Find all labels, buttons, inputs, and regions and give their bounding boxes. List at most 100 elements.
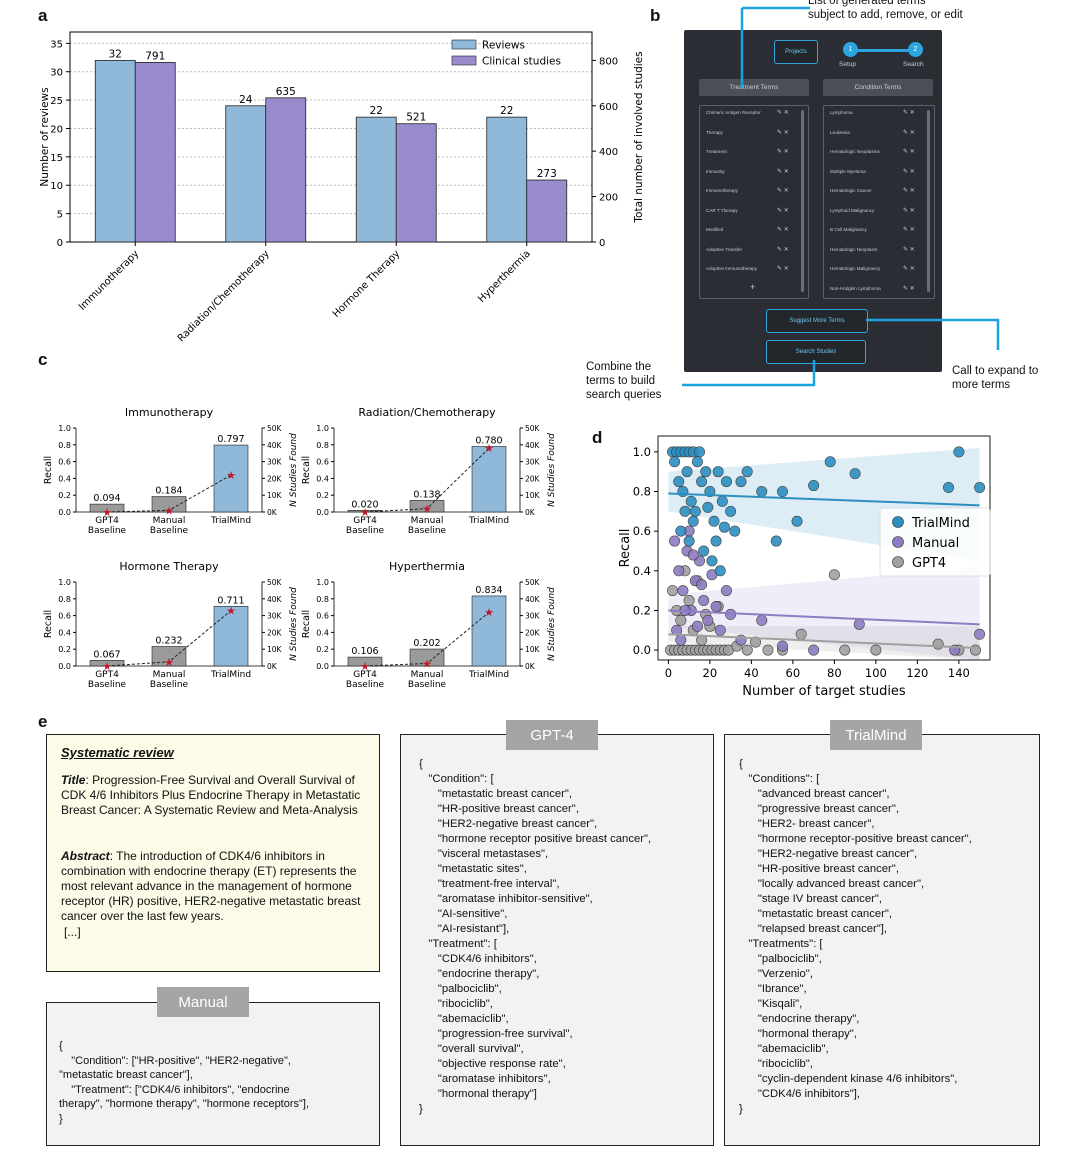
edit-delete-icons[interactable]: ✎ ✕ <box>777 129 789 136</box>
point-gpt4 <box>795 628 807 640</box>
y2-tick-label: 0K <box>267 508 278 517</box>
point-manual <box>675 634 687 646</box>
recall-bar <box>409 648 445 667</box>
y-tick-label: 0.8 <box>58 441 71 450</box>
condition-term: Hematologic Cancer <box>830 188 872 193</box>
callout-top-line-1: List of generated terms <box>808 0 926 7</box>
condition-term: Leukemia <box>830 129 850 135</box>
edit-delete-icons[interactable]: ✎ ✕ <box>777 266 789 272</box>
edit-delete-icons[interactable]: ✎ ✕ <box>777 110 789 116</box>
trialmind-box: { "Conditions": [ "advanced breast cance… <box>724 734 1040 1146</box>
studies-found-line <box>364 447 490 513</box>
condition-term: Lymphoma <box>830 110 853 115</box>
y-tick-label: 25 <box>50 96 63 107</box>
edit-delete-icons[interactable]: ✎ ✕ <box>903 129 915 136</box>
recall-value-label: 0.184 <box>155 486 182 497</box>
gpt4-code: { "Condition": [ "metastatic breast canc… <box>419 758 652 1115</box>
edit-delete-icons[interactable]: ✎ ✕ <box>903 227 915 233</box>
step-1-dot[interactable]: 1 <box>843 42 858 57</box>
edit-delete-icons[interactable]: ✎ ✕ <box>903 285 915 292</box>
y-tick-label: 0.4 <box>633 564 651 578</box>
x-tick-label: Hyperthermia <box>476 248 533 305</box>
y2-tick-label: 50K <box>525 578 541 587</box>
edit-delete-icons[interactable]: ✎ ✕ <box>903 207 915 214</box>
treatment-term: Adoptive Immunotherapy <box>706 266 758 271</box>
condition-terms-list: Lymphoma ✎ ✕ Leukemia ✎ ✕ Hematologic Neopla… <box>823 105 935 299</box>
point-trialmind <box>714 565 726 577</box>
point-trialmind <box>687 515 699 527</box>
plot-frame <box>69 31 593 243</box>
recall-value-label: 0.834 <box>475 585 502 596</box>
y2-tick-label: 10K <box>267 491 283 500</box>
studies-found-star: ★ <box>226 469 236 482</box>
recall-value-label: 0.020 <box>351 499 378 510</box>
y-tick-label: 0.4 <box>58 628 71 637</box>
studies-found-star: ★ <box>484 442 494 455</box>
condition-scrollbar[interactable] <box>927 110 930 292</box>
y-tick-label: 0.4 <box>316 628 329 637</box>
add-term-button[interactable]: + <box>750 282 756 292</box>
y2-tick-label: 10K <box>267 645 283 654</box>
gpt4-box: { "Condition": [ "metastatic breast canc… <box>400 734 714 1146</box>
edit-delete-icons[interactable]: ✎ ✕ <box>777 149 789 155</box>
x-tick-label: 80 <box>827 666 842 680</box>
projects-button[interactable]: Projects <box>774 40 818 64</box>
edit-delete-icons[interactable]: ✎ ✕ <box>903 110 915 116</box>
bar-reviews <box>225 105 267 243</box>
point-trialmind <box>710 535 722 547</box>
chart-d-recall-scatter: 0 20 40 60 80 100 120 140 0.0 0.2 0.4 0.6 0.8 1.0 Numb… <box>618 435 991 698</box>
y2-axis-label: N Studies Found <box>547 433 557 507</box>
edit-delete-icons[interactable]: ✎ ✕ <box>903 246 915 253</box>
edit-delete-icons[interactable]: ✎ ✕ <box>903 149 915 155</box>
y2-axis-label: Total number of involved studies <box>633 51 645 223</box>
x-tick-label: 140 <box>948 666 970 680</box>
y-tick-label: 1.0 <box>316 578 329 587</box>
point-trialmind <box>696 476 708 488</box>
suggest-more-terms-button[interactable]: Suggest More Terms <box>766 309 868 333</box>
y-axis-label: Recall <box>43 610 54 638</box>
x-tick-label: Manual <box>411 516 444 526</box>
studies-found-line <box>106 474 232 513</box>
y-tick-label: 0.2 <box>316 645 329 654</box>
x-tick-label: GPT4 <box>95 670 119 680</box>
bar-reviews <box>486 116 528 243</box>
point-trialmind <box>741 466 753 478</box>
recall-value-label: 0.138 <box>413 489 440 500</box>
edit-delete-icons[interactable]: ✎ ✕ <box>903 266 915 272</box>
recall-value-label: 0.780 <box>475 435 502 446</box>
point-gpt4 <box>870 644 882 656</box>
edit-delete-icons[interactable]: ✎ ✕ <box>777 168 789 175</box>
recall-bar <box>471 595 507 667</box>
edit-delete-icons[interactable]: ✎ ✕ <box>777 246 789 253</box>
edit-delete-icons[interactable]: ✎ ✕ <box>777 227 789 233</box>
y2-tick-label: 800 <box>599 56 618 67</box>
point-gpt4 <box>683 595 695 607</box>
edit-delete-icons[interactable]: ✎ ✕ <box>903 168 915 175</box>
legend-swatch <box>451 55 477 66</box>
y-tick-label: 5 <box>57 210 63 221</box>
edit-delete-icons[interactable]: ✎ ✕ <box>777 207 789 214</box>
manual-box: { "Condition": ["HR-positive", "HER2-neg… <box>46 1002 380 1146</box>
step-2-dot[interactable]: 2 <box>908 42 923 57</box>
y2-axis-label: N Studies Found <box>289 587 299 661</box>
treatment-scrollbar[interactable] <box>801 110 804 292</box>
point-manual <box>756 614 768 626</box>
point-trialmind <box>953 446 965 458</box>
chart-c-recall-comparison: Immunotherapy 0.0 0.2 0.4 0.6 0.8 1.0 0K 10K 20K 3… <box>43 406 557 690</box>
recall-value-label: 0.711 <box>217 595 244 606</box>
x-tick-label: 20 <box>703 666 718 680</box>
edit-delete-icons[interactable]: ✎ ✕ <box>903 188 915 194</box>
search-studies-button[interactable]: Search Studies <box>766 340 866 364</box>
x-tick-label: Manual <box>411 670 444 680</box>
y2-tick-label: 20K <box>267 474 283 483</box>
x-tick-label: Baseline <box>150 680 189 690</box>
condition-term: Hematologic Malignancy <box>830 266 881 271</box>
subplot-0: Immunotherapy 0.0 0.2 0.4 0.6 0.8 1.0 0K 10K 20K 3… <box>43 406 299 536</box>
edit-delete-icons[interactable]: ✎ ✕ <box>777 188 789 194</box>
review-abstract: Abstract: The introduction of CDK4/6 inh… <box>61 849 371 924</box>
y-tick-label: 0.4 <box>316 474 329 483</box>
point-trialmind <box>675 525 687 537</box>
point-trialmind <box>849 468 861 480</box>
panel-label-b: b <box>650 6 661 25</box>
stepper-line <box>850 49 914 52</box>
